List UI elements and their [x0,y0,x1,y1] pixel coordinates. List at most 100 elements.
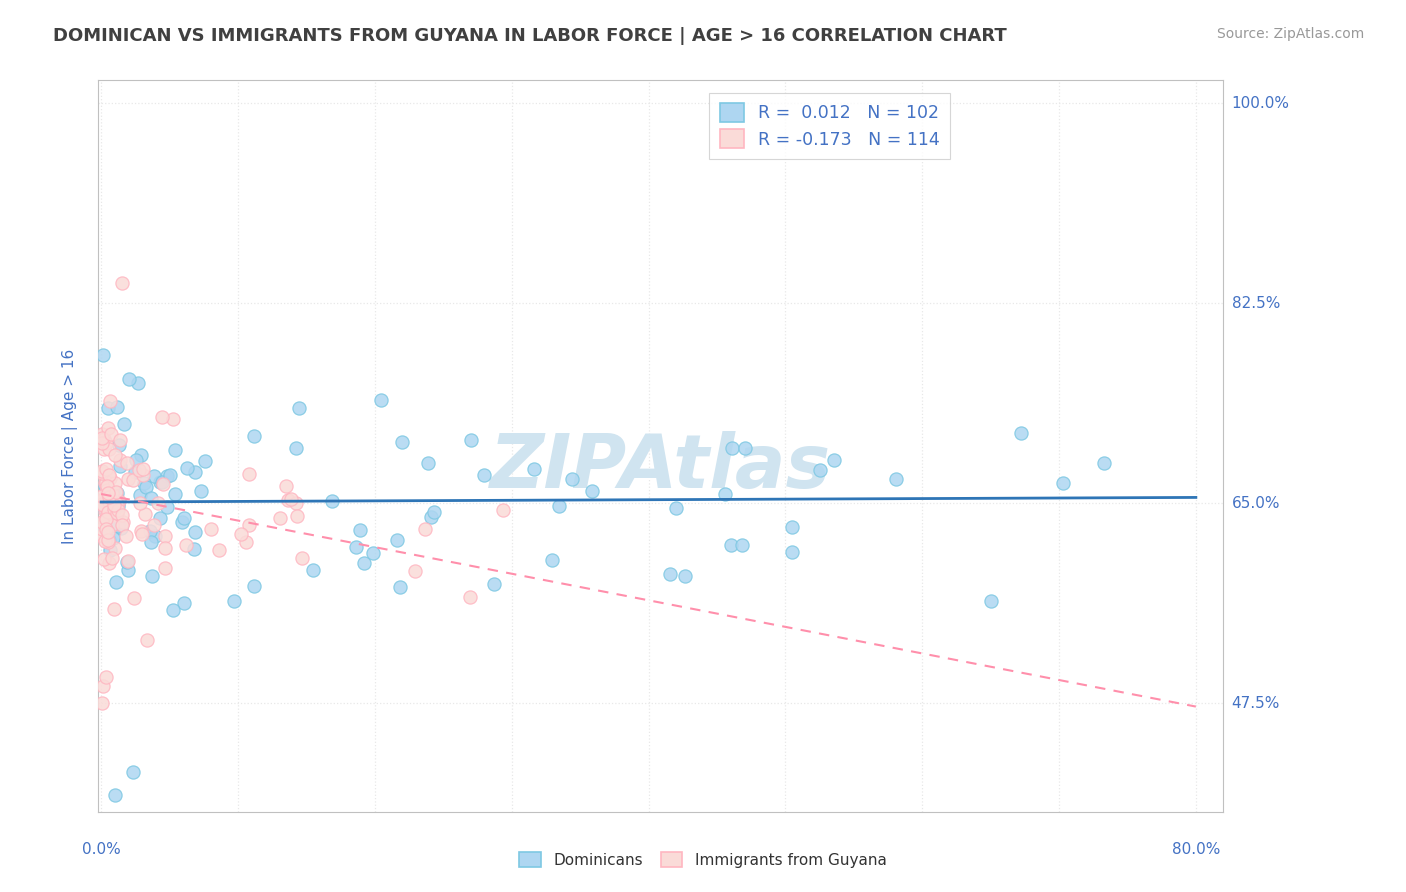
Point [285,442,308,456]
Point [472,468,495,483]
Point [98,556,121,570]
Point [96,436,118,450]
Point [522,462,544,476]
Point [93,552,115,566]
Point [91,498,114,512]
Point [90,497,112,511]
Text: Source: ZipAtlas.com: Source: ZipAtlas.com [1216,27,1364,41]
Point [105,485,128,500]
Text: 100.0%: 100.0% [1232,95,1289,111]
Point [94,513,117,527]
Point [94,512,117,526]
Point [141,491,163,505]
Point [105,400,128,414]
Point [98,394,121,409]
Point [97,503,120,517]
Point [153,529,176,543]
Point [458,590,481,604]
Point [117,472,139,486]
Text: 65.0%: 65.0% [1232,496,1279,510]
Point [222,593,245,607]
Point [131,524,153,539]
Point [153,541,176,555]
Point [91,522,114,536]
Point [346,540,368,554]
Point [162,412,184,426]
Point [734,441,756,455]
Point [782,519,804,533]
Point [96,483,118,497]
Point [153,561,176,575]
Text: 80.0%: 80.0% [1171,842,1220,857]
Point [101,531,124,545]
Point [103,498,125,512]
Text: DOMINICAN VS IMMIGRANTS FROM GUYANA IN LABOR FORCE | AGE > 16 CORRELATION CHART: DOMINICAN VS IMMIGRANTS FROM GUYANA IN L… [53,27,1007,45]
Point [91,500,114,514]
Point [96,484,118,499]
Point [93,432,115,446]
Point [720,538,742,552]
Point [121,764,143,779]
Point [149,475,172,489]
Point [97,495,120,509]
Point [291,551,314,566]
Point [235,535,257,549]
Point [91,529,114,543]
Point [176,460,198,475]
Point [104,788,127,802]
Point [156,500,179,514]
Point [94,467,117,481]
Point [492,502,515,516]
Point [243,580,266,594]
Point [101,500,124,514]
Point [122,473,145,487]
Point [136,633,159,648]
Point [132,467,155,482]
Point [184,466,207,480]
Point [91,527,114,541]
Point [285,508,308,523]
Point [97,505,120,519]
Point [131,527,153,541]
Point [93,495,115,509]
Point [128,495,150,509]
Point [118,372,141,386]
Point [107,519,129,533]
Point [173,596,195,610]
Point [238,517,260,532]
Point [141,569,163,583]
Point [150,475,173,489]
Point [162,602,184,616]
Point [107,499,129,513]
Point [129,448,152,462]
Point [125,452,148,467]
Point [91,494,114,508]
Point [108,458,131,473]
Point [103,448,125,462]
Point [173,511,195,525]
Point [91,464,114,478]
Point [884,472,907,486]
Point [91,679,114,693]
Point [97,490,120,504]
Point [105,506,128,520]
Point [135,480,157,494]
Text: ZIPAtlas: ZIPAtlas [491,432,831,505]
Point [484,576,506,591]
Point [139,534,162,549]
Point [90,436,112,450]
Point [108,438,131,452]
Point [94,462,117,476]
Point [96,492,118,507]
Y-axis label: In Labor Force | Age > 16: In Labor Force | Age > 16 [62,349,77,543]
Point [149,511,172,525]
Point [115,529,138,543]
Point [90,489,112,503]
Point [101,550,124,565]
Point [98,543,121,558]
Point [97,524,120,539]
Point [96,522,118,536]
Point [980,594,1002,608]
Point [152,477,174,491]
Point [91,529,114,543]
